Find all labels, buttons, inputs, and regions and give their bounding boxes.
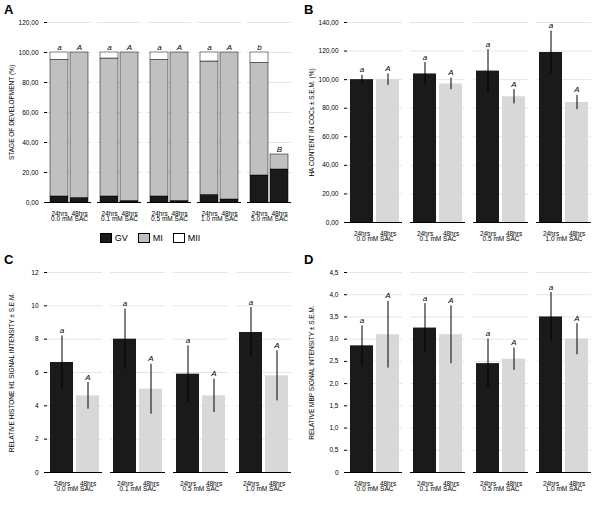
svg-text:a: a	[123, 299, 128, 308]
svg-text:100,00: 100,00	[319, 76, 339, 83]
svg-text:A: A	[510, 338, 516, 347]
svg-text:STAGE OF DEVELOPMENT (%): STAGE OF DEVELOPMENT (%)	[8, 65, 16, 160]
svg-text:0.5 mM SAC: 0.5 mM SAC	[151, 215, 188, 222]
svg-text:0.1 mM SAC: 0.1 mM SAC	[120, 485, 157, 492]
svg-text:a: a	[423, 294, 428, 303]
svg-text:A: A	[384, 64, 390, 73]
svg-text:a: a	[157, 43, 162, 52]
svg-text:0: 0	[35, 469, 39, 476]
svg-text:0,00: 0,00	[26, 199, 39, 206]
svg-text:1.0 mM SAC: 1.0 mM SAC	[246, 485, 283, 492]
svg-text:0.0 mM SAC: 0.0 mM SAC	[357, 235, 394, 242]
svg-text:5.0 mM SAC: 5.0 mM SAC	[251, 215, 288, 222]
svg-text:A: A	[126, 43, 132, 52]
svg-text:a: a	[549, 283, 554, 292]
svg-text:120,00: 120,00	[319, 47, 339, 54]
svg-text:3,0: 3,0	[329, 335, 338, 342]
svg-text:A: A	[384, 291, 390, 300]
svg-text:0: 0	[335, 469, 339, 476]
svg-text:2: 2	[35, 435, 39, 442]
svg-text:0,00: 0,00	[326, 219, 339, 226]
svg-text:2,5: 2,5	[329, 357, 338, 364]
svg-text:0.1 mM SAC: 0.1 mM SAC	[420, 485, 457, 492]
svg-text:a: a	[360, 65, 365, 74]
svg-text:B: B	[277, 145, 283, 154]
svg-text:1,0: 1,0	[329, 424, 338, 431]
svg-text:0,5: 0,5	[329, 446, 338, 453]
svg-text:80,00: 80,00	[22, 79, 39, 86]
svg-text:a: a	[486, 329, 491, 338]
html-text:MII: MII	[187, 233, 201, 243]
svg-text:4,0: 4,0	[329, 291, 338, 298]
svg-text:1.0 mM SAC: 1.0 mM SAC	[546, 235, 583, 242]
svg-text:A: A	[573, 314, 579, 323]
svg-text:0.1 mM SAC: 0.1 mM SAC	[420, 235, 457, 242]
html-text:B: B	[304, 2, 314, 17]
svg-text:a: a	[60, 326, 65, 335]
svg-text:8: 8	[35, 335, 39, 342]
svg-text:0.5 mM SAC: 0.5 mM SAC	[183, 485, 220, 492]
html-text:C: C	[4, 252, 14, 267]
svg-text:a: a	[249, 298, 254, 307]
svg-text:40,00: 40,00	[22, 139, 39, 146]
svg-text:1.0 mM SAC: 1.0 mM SAC	[201, 215, 238, 222]
svg-text:1.0 mM SAC: 1.0 mM SAC	[546, 485, 583, 492]
svg-text:12: 12	[31, 269, 39, 276]
svg-text:4: 4	[35, 402, 39, 409]
html-text:MI: MI	[152, 233, 163, 243]
html-text:D: D	[304, 252, 314, 267]
svg-text:A: A	[84, 373, 90, 382]
svg-text:60,00: 60,00	[22, 109, 39, 116]
svg-text:40,00: 40,00	[322, 161, 339, 168]
svg-text:0.5 mM SAC: 0.5 mM SAC	[483, 235, 520, 242]
svg-text:80,00: 80,00	[322, 104, 339, 111]
svg-text:140,00: 140,00	[319, 19, 339, 26]
svg-text:a: a	[486, 40, 491, 49]
svg-text:a: a	[107, 43, 112, 52]
html-text:A: A	[4, 2, 14, 17]
svg-text:b: b	[257, 43, 262, 52]
svg-text:60,00: 60,00	[322, 133, 339, 140]
svg-text:a: a	[57, 43, 62, 52]
svg-text:HA CONTENT IN COCs ± S.E.M. (%: HA CONTENT IN COCs ± S.E.M. (%)	[308, 68, 316, 176]
svg-text:2,0: 2,0	[329, 380, 338, 387]
html-text:GV: GV	[114, 233, 128, 243]
svg-text:100,00: 100,00	[19, 49, 39, 56]
svg-text:20,00: 20,00	[22, 169, 39, 176]
svg-text:RELATIVE HISTONE H1 SIGNAL INT: RELATIVE HISTONE H1 SIGNAL INTENSITY ± S…	[8, 293, 15, 453]
svg-text:A: A	[447, 68, 453, 77]
svg-text:A: A	[226, 43, 232, 52]
svg-text:0.0 mM SAC: 0.0 mM SAC	[51, 215, 88, 222]
svg-text:a: a	[207, 43, 212, 52]
svg-text:A: A	[176, 43, 182, 52]
svg-text:A: A	[447, 296, 453, 305]
svg-text:A: A	[147, 354, 153, 363]
svg-text:A: A	[76, 43, 82, 52]
svg-text:A: A	[573, 85, 579, 94]
svg-text:a: a	[360, 316, 365, 325]
svg-text:10: 10	[31, 302, 39, 309]
svg-text:a: a	[549, 21, 554, 30]
svg-text:a: a	[186, 336, 191, 345]
svg-text:0.1 mM SAC: 0.1 mM SAC	[101, 215, 138, 222]
svg-text:0.0 mM SAC: 0.0 mM SAC	[57, 485, 94, 492]
svg-text:0.0 mM SAC: 0.0 mM SAC	[357, 485, 394, 492]
svg-text:1,5: 1,5	[329, 402, 338, 409]
svg-text:RELATIVE MBP SIGNAL INTENSITY: RELATIVE MBP SIGNAL INTENSITY ± S.E.M.	[308, 305, 315, 440]
svg-text:6: 6	[35, 369, 39, 376]
svg-text:A: A	[273, 341, 279, 350]
svg-text:0.5 mM SAC: 0.5 mM SAC	[483, 485, 520, 492]
svg-text:20,00: 20,00	[322, 190, 339, 197]
svg-text:A: A	[510, 80, 516, 89]
svg-text:a: a	[423, 53, 428, 62]
svg-text:120,00: 120,00	[19, 19, 39, 26]
svg-text:A: A	[210, 369, 216, 378]
svg-text:4,5: 4,5	[329, 269, 338, 276]
svg-text:3,5: 3,5	[329, 313, 338, 320]
